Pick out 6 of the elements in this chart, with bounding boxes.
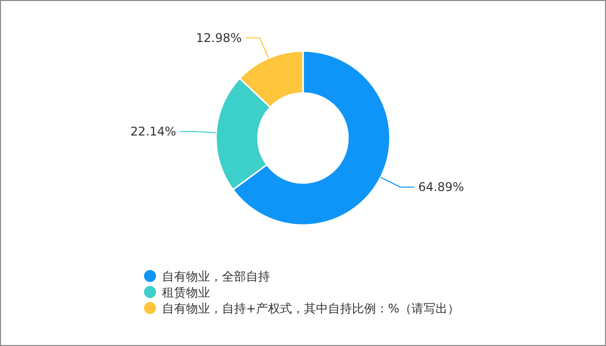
- data-label: 22.14%: [130, 124, 176, 138]
- data-label: 12.98%: [196, 30, 242, 45]
- legend-label: 自有物业，全部自持: [162, 270, 270, 284]
- data-label: 64.89%: [418, 180, 464, 194]
- legend-label: 自有物业，自持+产权式，其中自持比例：%（请写出）: [162, 302, 460, 316]
- legend-label: 租赁物业: [162, 286, 210, 300]
